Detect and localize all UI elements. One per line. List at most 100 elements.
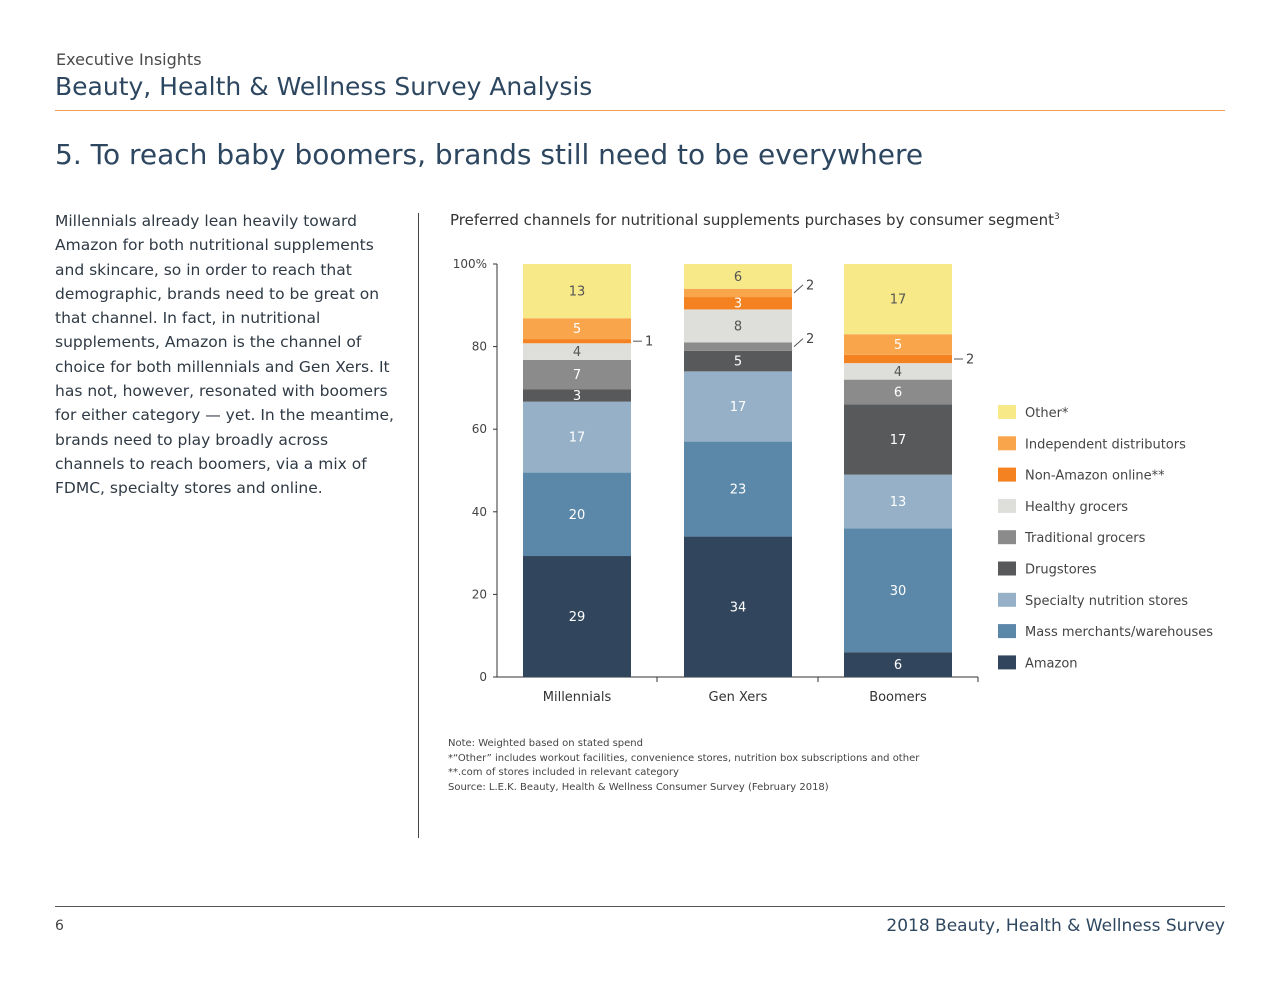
note-online: **.com of stores included in relevant ca… [448, 767, 679, 779]
bar-value-label: 17 [569, 431, 586, 446]
legend-entry-label: Healthy grocers [1025, 500, 1128, 515]
bar-value-label: 17 [890, 293, 907, 308]
bar-value-label: 4 [573, 345, 581, 360]
bar-segment [523, 359, 631, 390]
bar-value-label: 29 [569, 610, 586, 625]
bar-value-label: 4 [894, 365, 902, 380]
bar-segment [844, 474, 952, 529]
bar-segment [844, 334, 952, 355]
bar-segment [523, 556, 631, 677]
bar-value-label: 8 [734, 319, 742, 334]
bar-value-callout: 2 [806, 278, 814, 293]
header-kicker: Executive Insights [56, 50, 202, 69]
bar-value-label: 17 [730, 400, 747, 415]
legend-swatch [998, 405, 1016, 419]
y-tick-label: 100% [453, 257, 487, 271]
note-source: Source: L.E.K. Beauty, Health & Wellness… [448, 781, 829, 793]
bar-value-label: 6 [734, 270, 742, 285]
bar-value-label: 5 [734, 355, 742, 370]
bar-value-callout: 2 [966, 352, 974, 367]
page-number: 6 [55, 918, 64, 934]
bar-segment [523, 472, 631, 557]
bar-segment [844, 264, 952, 335]
bar-segment [684, 371, 792, 442]
bar-segment [684, 288, 792, 298]
note-other: *“Other” includes workout facilities, co… [448, 752, 920, 764]
bar-segment [844, 354, 952, 364]
legend-swatch [998, 561, 1016, 576]
legend-entry-label: Independent distributors [1025, 437, 1186, 452]
bar-segment [684, 342, 792, 351]
chart-title-footnote: 3 [1054, 212, 1060, 222]
bar-segment [523, 389, 631, 402]
y-tick-label: 0 [479, 670, 487, 684]
page-title: 5. To reach baby boomers, brands still n… [55, 138, 924, 171]
header-divider [55, 110, 1225, 111]
bar-value-label: 30 [890, 584, 907, 599]
bar-segment [523, 339, 631, 344]
bar-segment [844, 652, 952, 677]
y-tick-label: 20 [472, 587, 487, 601]
bar-value-label: 5 [894, 338, 902, 353]
y-tick-label: 40 [472, 505, 487, 519]
y-tick-label: 80 [472, 340, 487, 354]
footer-title: 2018 Beauty, Health & Wellness Survey [886, 916, 1225, 936]
legend-entry-label: Non-Amazon online** [1025, 469, 1165, 484]
bar-value-label: 6 [894, 658, 902, 673]
bar-segment [684, 350, 792, 372]
legend-entry-label: Drugstores [1025, 563, 1097, 578]
bar-segment [684, 264, 792, 289]
legend-entry-label: Amazon [1025, 656, 1078, 671]
bar-segment [523, 343, 631, 360]
bar-value-label: 17 [890, 433, 907, 448]
bar-segment [523, 264, 631, 319]
y-tick-label: 60 [472, 422, 487, 436]
chart-title-text: Preferred channels for nutritional suppl… [450, 211, 1055, 229]
bar-segment [844, 379, 952, 405]
bar-value-callout: 1 [645, 335, 653, 350]
legend-swatch [998, 436, 1016, 451]
bar-value-label: 3 [734, 297, 742, 312]
x-category-label: Millennials [543, 690, 612, 705]
bar-value-label: 6 [894, 386, 902, 401]
legend-entry-label: Other* [1025, 406, 1069, 421]
bar-value-label: 3 [573, 389, 581, 404]
x-category-label: Gen Xers [709, 690, 768, 705]
legend-swatch [998, 498, 1016, 513]
bar-segment [844, 404, 952, 475]
bar-segment [523, 318, 631, 340]
bar-value-label: 23 [730, 483, 747, 498]
legend-entry-label: Mass merchants/warehouses [1025, 625, 1213, 640]
bar-segment [844, 363, 952, 380]
legend-entry-label: Specialty nutrition stores [1025, 594, 1188, 609]
bar-value-label: 34 [730, 600, 747, 615]
note-weighting: Note: Weighted based on stated spend [448, 738, 643, 749]
bar-segment [523, 401, 631, 473]
bar-value-callout: 2 [806, 332, 814, 347]
legend-swatch [998, 530, 1016, 545]
callout-leader-line [793, 338, 804, 347]
bar-segment [684, 536, 792, 677]
column-divider [418, 213, 419, 838]
bar-value-label: 7 [573, 368, 581, 383]
callout-leader-line [793, 284, 804, 294]
footer-divider [55, 906, 1225, 907]
bar-segment [684, 297, 792, 310]
chart-title: Preferred channels for nutritional suppl… [450, 211, 1060, 229]
bar-segment [844, 528, 952, 653]
legend-entry-label: Traditional grocers [1024, 531, 1146, 546]
x-category-label: Boomers [869, 690, 927, 705]
chart-notes: Note: Weighted based on stated spend *“O… [448, 737, 919, 795]
header-title: Beauty, Health & Wellness Survey Analysi… [55, 72, 593, 101]
body-paragraph: Millennials already lean heavily toward … [55, 212, 394, 498]
bar-value-label: 13 [569, 285, 586, 300]
bar-value-label: 5 [573, 322, 581, 337]
legend-swatch [998, 592, 1016, 607]
legend-swatch [998, 624, 1016, 639]
bar-value-label: 13 [890, 495, 907, 510]
bar-segment [684, 309, 792, 343]
bar-value-label: 20 [569, 508, 586, 523]
legend-swatch [998, 655, 1016, 670]
bar-segment [684, 441, 792, 537]
